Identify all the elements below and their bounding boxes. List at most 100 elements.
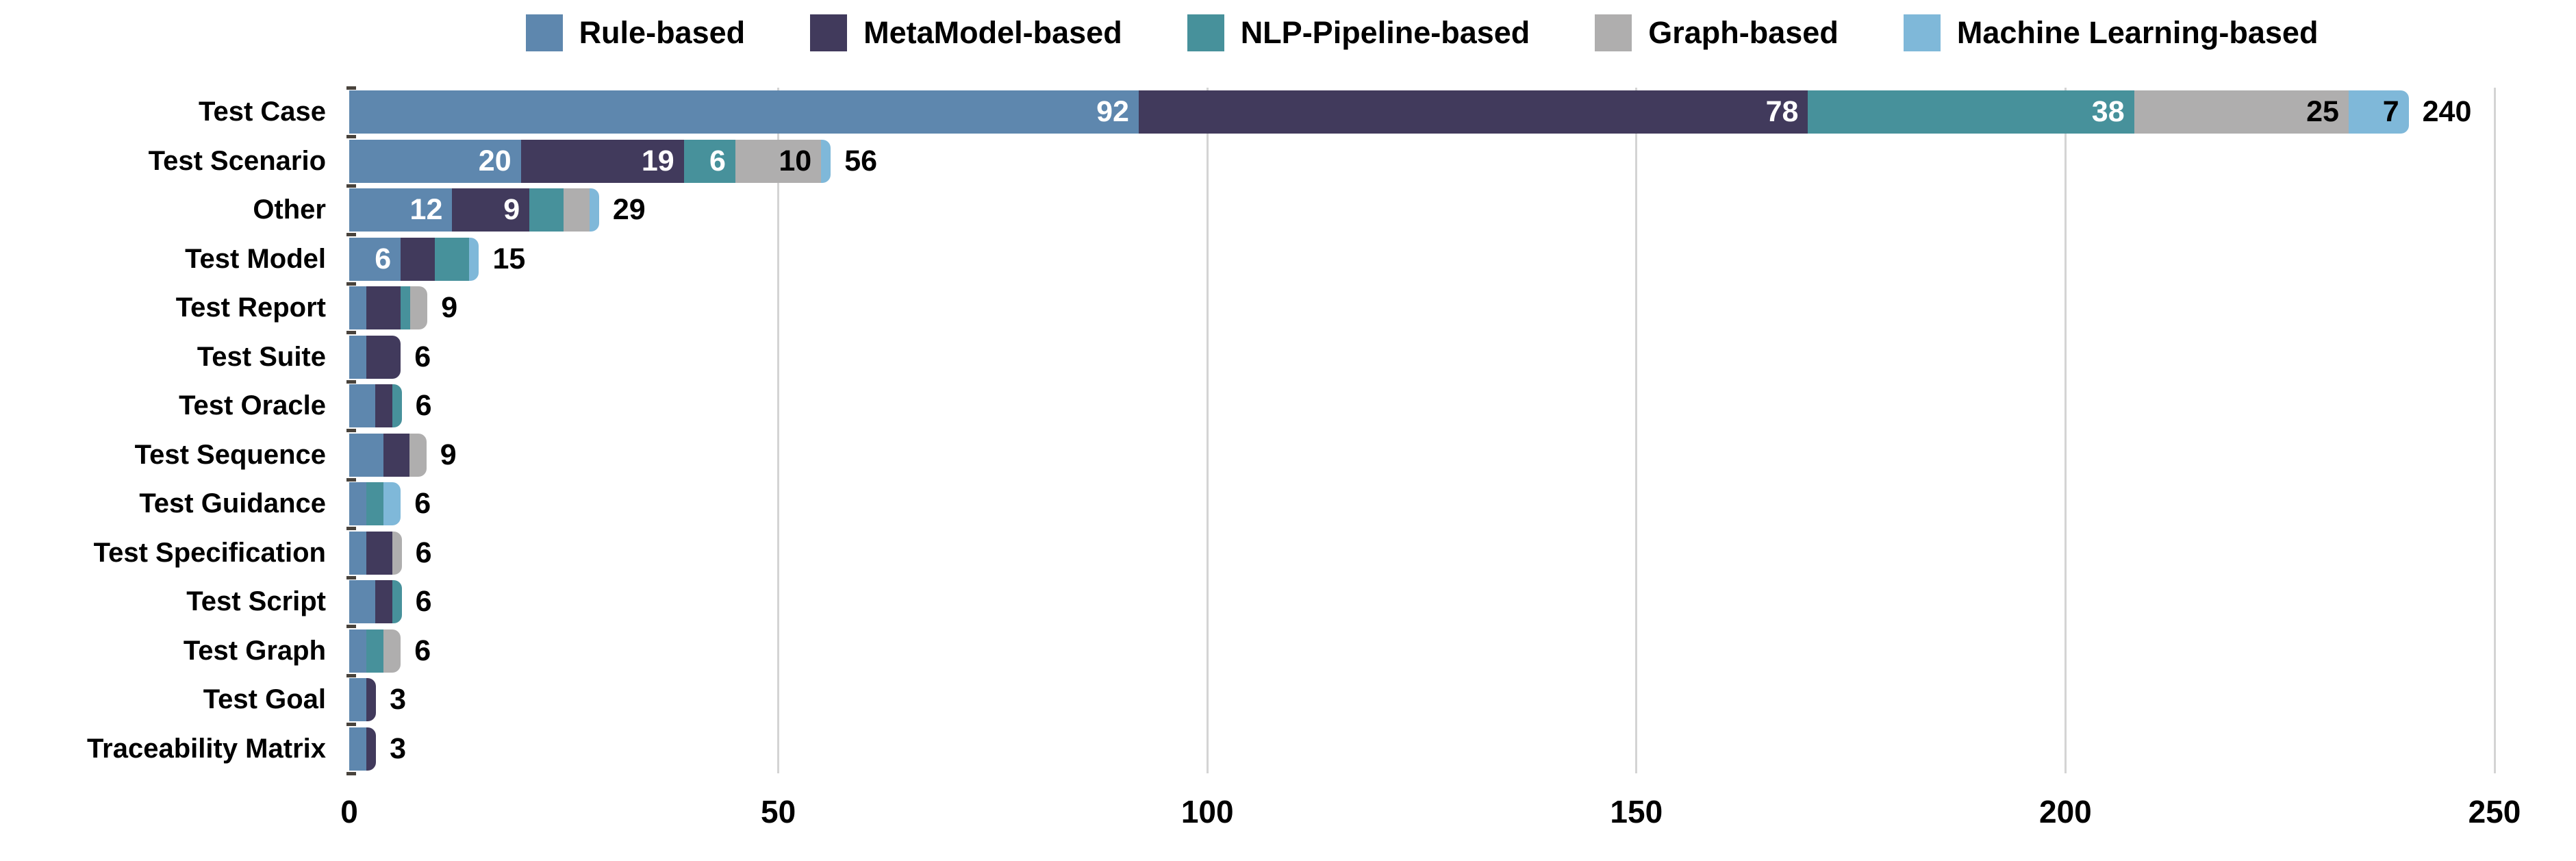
x-axis: 0 50 100 150 200 250 (340, 793, 2521, 848)
bar-row-other: Other 12 9 29 (0, 186, 2576, 235)
bar-row-test-graph: Test Graph 6 (0, 627, 2576, 676)
bar-row-traceability-matrix: Traceability Matrix 3 (0, 725, 2576, 774)
segment-value: 19 (641, 144, 674, 177)
segment-value: 12 (409, 193, 443, 227)
stacked-bar: 9 (349, 286, 458, 330)
stacked-bar: 3 (349, 678, 406, 722)
legend-swatch-graph-based (1595, 14, 1632, 51)
legend: Rule-based MetaModel-based NLP-Pipeline-ba… (349, 11, 2495, 55)
legend-swatch-nlp-pipeline-based (1187, 14, 1224, 51)
bar-row-test-oracle: Test Oracle 6 (0, 382, 2576, 431)
legend-item-nlp-pipeline-based: NLP-Pipeline-based (1187, 14, 1530, 51)
bar-total: 6 (414, 634, 431, 667)
bar-segment-machine-learning-based (589, 188, 599, 232)
stacked-bar: 6 (349, 531, 432, 575)
bar-segment-rule-based (349, 629, 367, 673)
bar-rows: Test Case 92 78 38 25 7 240 Test Scenario 20 19 6 1… (0, 88, 2576, 773)
bar-segment-rule-based: 92 (349, 90, 1139, 134)
legend-item-machine-learning-based: Machine Learning-based (1903, 14, 2318, 51)
bar-row-test-scenario: Test Scenario 20 19 6 10 56 (0, 137, 2576, 186)
legend-item-graph-based: Graph-based (1595, 14, 1839, 51)
segment-value: 78 (1765, 95, 1799, 129)
gridlines (349, 88, 2496, 773)
bar-segment-metamodel-based (401, 237, 435, 281)
y-axis-tick (346, 135, 356, 138)
bar-total: 3 (390, 732, 406, 765)
legend-item-metamodel-based: MetaModel-based (810, 14, 1122, 51)
category-label: Test Graph (183, 635, 326, 666)
legend-item-rule-based: Rule-based (525, 14, 746, 51)
y-axis-tick (346, 282, 356, 286)
x-tick-label-250: 250 (2468, 794, 2521, 829)
gridline-150 (1635, 88, 1638, 773)
bar-segment-nlp-pipeline-based (435, 237, 470, 281)
bar-segment-metamodel-based (366, 286, 401, 330)
gridline-200 (2064, 88, 2067, 773)
gridline-250 (2493, 88, 2496, 773)
bar-segment-metamodel-based: 19 (520, 139, 684, 183)
bar-total: 6 (414, 487, 431, 521)
bar-segment-machine-learning-based (383, 482, 401, 526)
bar-segment-machine-learning-based (469, 237, 479, 281)
category-label: Test Report (175, 292, 326, 323)
bar-segment-metamodel-based (375, 580, 392, 624)
bar-segment-rule-based (349, 384, 375, 428)
segment-value: 6 (375, 242, 392, 275)
bar-segment-metamodel-based (366, 678, 377, 722)
bar-total: 3 (390, 683, 406, 716)
stacked-bar: 3 (349, 727, 406, 771)
stacked-bar: 6 (349, 384, 432, 428)
segment-value: 7 (2382, 95, 2399, 129)
bar-segment-machine-learning-based (821, 139, 831, 183)
stacked-bar: 12 9 29 (349, 188, 646, 232)
bar-segment-nlp-pipeline-based (392, 580, 402, 624)
stacked-bar: 6 (349, 482, 431, 526)
bar-row-test-script: Test Script 6 (0, 577, 2576, 627)
category-label: Test Case (198, 97, 326, 127)
y-axis-tick (346, 771, 356, 775)
bar-segment-rule-based (349, 727, 367, 771)
y-axis-tick (346, 233, 356, 236)
category-label: Test Script (186, 586, 326, 617)
gridline-50 (777, 88, 780, 773)
bar-segment-graph-based: 25 (2134, 90, 2349, 134)
segment-value: 25 (2306, 95, 2339, 129)
category-label: Test Oracle (179, 390, 326, 421)
bar-row-test-sequence: Test Sequence 9 (0, 431, 2576, 480)
bar-total: 56 (844, 144, 878, 177)
bar-row-test-goal: Test Goal 3 (0, 675, 2576, 725)
category-label: Test Specification (93, 537, 326, 568)
legend-label: Rule-based (579, 15, 746, 50)
bar-segment-rule-based (349, 286, 367, 330)
legend-label: MetaModel-based (863, 15, 1122, 50)
bar-segment-graph-based (392, 531, 402, 575)
bar-segment-metamodel-based (383, 433, 409, 477)
bar-segment-rule-based: 20 (349, 139, 521, 183)
category-label: Test Scenario (148, 145, 326, 176)
bar-row-test-case: Test Case 92 78 38 25 7 240 (0, 88, 2576, 137)
category-label: Other (253, 195, 326, 225)
bar-total: 9 (440, 438, 457, 471)
bar-total: 15 (492, 242, 526, 275)
bar-segment-graph-based (383, 629, 401, 673)
x-tick-label-50: 50 (761, 794, 796, 829)
legend-swatch-rule-based (525, 14, 563, 51)
bar-segment-metamodel-based (366, 335, 401, 379)
category-label: Test Sequence (134, 439, 326, 470)
bar-segment-nlp-pipeline-based: 6 (683, 139, 735, 183)
bar-segment-rule-based: 6 (349, 237, 401, 281)
y-axis-tick (346, 331, 356, 334)
bar-total: 6 (415, 536, 432, 569)
bar-segment-metamodel-based (366, 531, 392, 575)
bar-segment-rule-based (349, 482, 367, 526)
x-tick-label-200: 200 (2039, 794, 2092, 829)
bar-total: 9 (441, 291, 458, 325)
category-label: Test Model (185, 243, 326, 274)
segment-value: 92 (1096, 95, 1129, 129)
segment-value: 20 (478, 144, 512, 177)
y-axis-tick (346, 625, 356, 628)
plot-area: Test Case 92 78 38 25 7 240 Test Scenario 20 19 6 1… (0, 88, 2576, 773)
y-axis-tick (346, 527, 356, 530)
legend-swatch-machine-learning-based (1903, 14, 1941, 51)
